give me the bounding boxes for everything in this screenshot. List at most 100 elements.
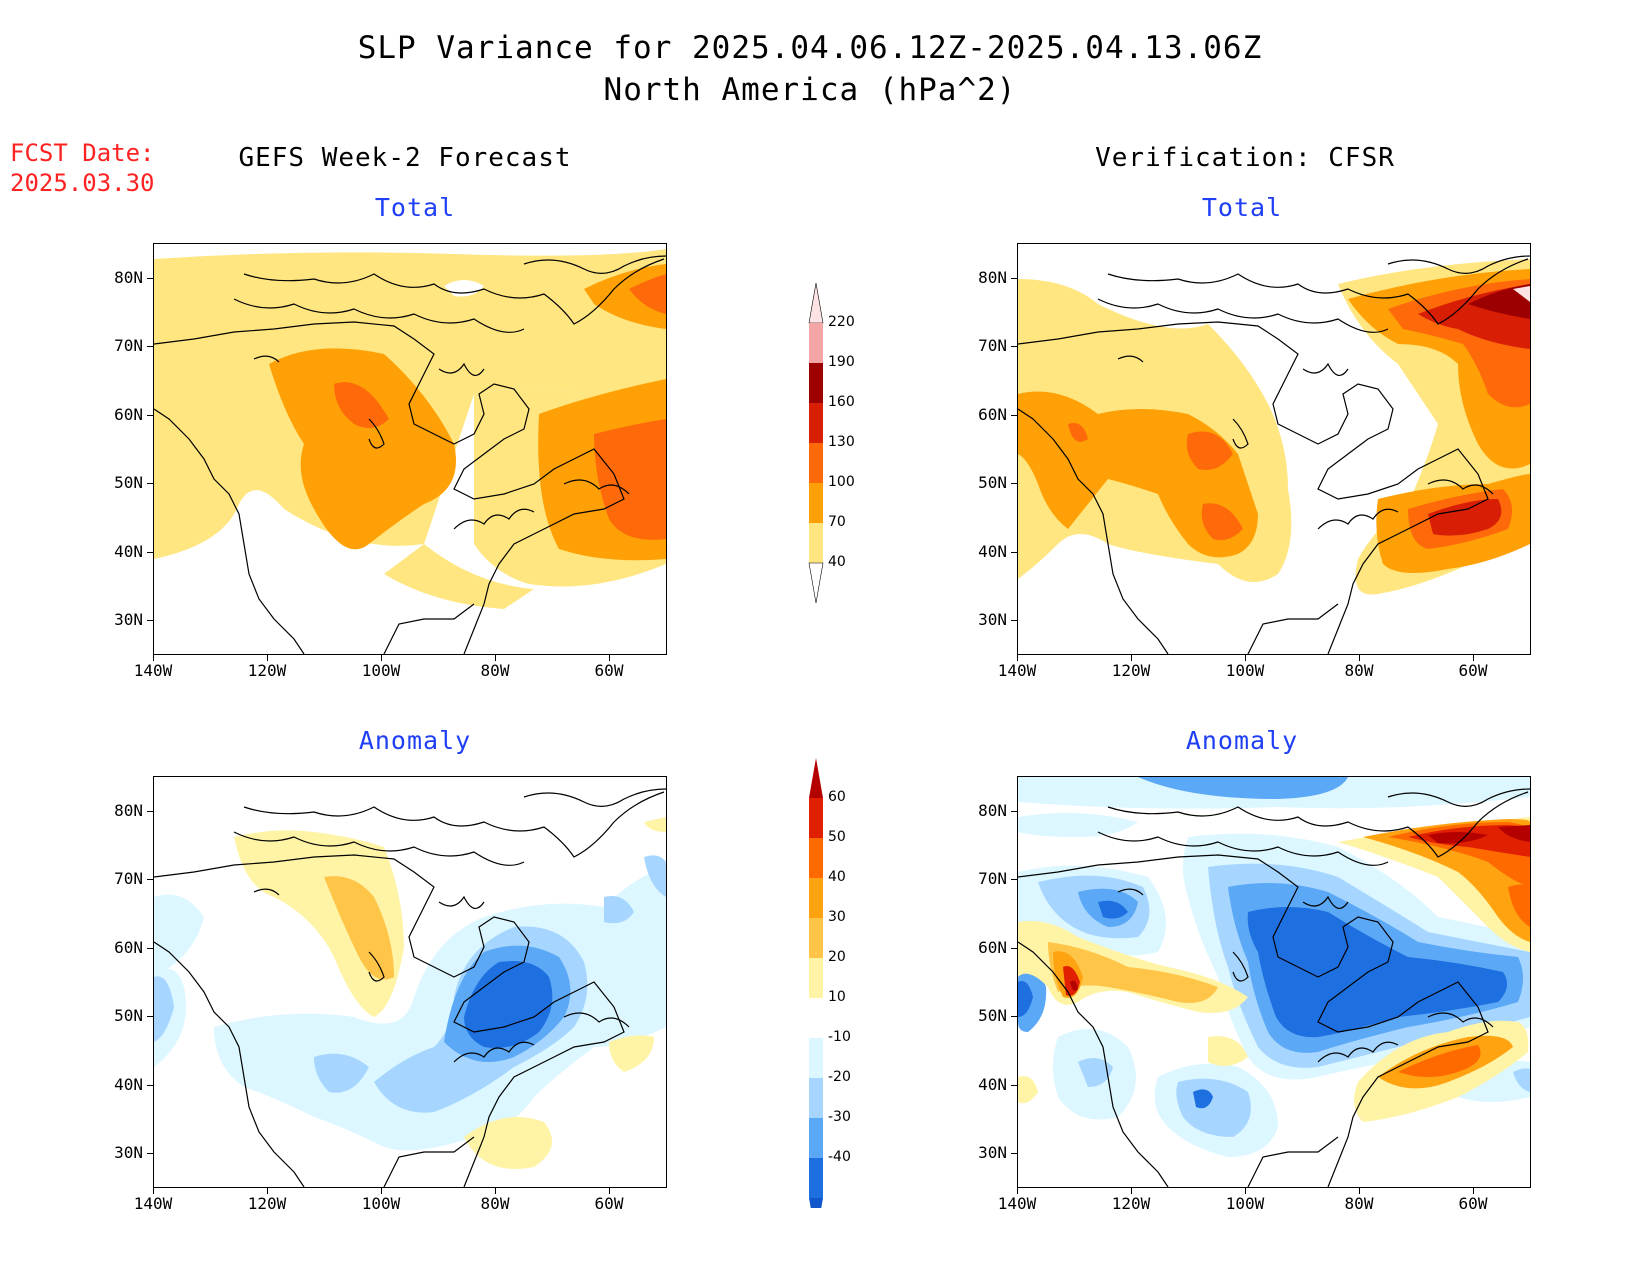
lon-tick <box>1359 1188 1360 1194</box>
colorbar-label: 220 <box>828 314 855 330</box>
colorbar-swatch <box>808 283 824 324</box>
colorbar-swatch <box>809 958 823 998</box>
colorbar-label: -10 <box>828 1029 851 1045</box>
lon-label: 100W <box>1225 661 1265 680</box>
colorbar-label: 30 <box>828 909 846 925</box>
colorbar-label: 190 <box>828 354 855 370</box>
lon-tick <box>1359 655 1360 661</box>
lon-label: 60W <box>594 661 624 680</box>
gefs-total-map <box>153 243 667 655</box>
lon-label: 100W <box>361 661 401 680</box>
total-colorbar-swatches <box>808 283 824 604</box>
colorbar-swatch <box>809 483 823 523</box>
lat-tick <box>147 346 153 347</box>
lon-tick <box>1131 1188 1132 1194</box>
lat-tick <box>1011 1085 1017 1086</box>
lon-tick <box>381 1188 382 1194</box>
lat-tick <box>147 415 153 416</box>
left-column-heading: GEFS Week-2 Forecast <box>238 143 572 173</box>
top-right-panel-title: Total <box>1201 193 1283 222</box>
lon-label: 140W <box>133 1194 173 1213</box>
cfsr-anomaly-map <box>1017 776 1531 1188</box>
colorbar-label: 130 <box>828 434 855 450</box>
colorbar-label: 160 <box>828 394 855 410</box>
lon-label: 80W <box>480 1194 510 1213</box>
fcst-date-value: 2025.03.30 <box>10 169 155 197</box>
lat-tick <box>1011 879 1017 880</box>
lon-label: 80W <box>1344 1194 1374 1213</box>
lat-label: 70N <box>978 336 1007 355</box>
lat-tick <box>1011 346 1017 347</box>
lon-tick <box>153 1188 154 1194</box>
lat-label: 40N <box>114 542 143 561</box>
lon-label: 60W <box>1458 661 1488 680</box>
colorbar-label: -20 <box>828 1069 851 1085</box>
lat-label: 30N <box>114 1143 143 1162</box>
colorbar-swatch <box>809 443 823 483</box>
colorbar-swatch <box>809 1158 823 1198</box>
lat-label: 40N <box>978 542 1007 561</box>
lon-tick <box>267 1188 268 1194</box>
lon-tick <box>1473 655 1474 661</box>
lon-tick <box>1017 1188 1018 1194</box>
colorbar-swatch <box>809 838 823 878</box>
lat-tick <box>147 620 153 621</box>
gefs-anomaly-field <box>154 788 666 1187</box>
colorbar-swatch <box>809 998 823 1038</box>
lon-label: 140W <box>133 661 173 680</box>
lat-label: 80N <box>978 268 1007 287</box>
lon-tick <box>267 655 268 661</box>
lat-tick <box>147 552 153 553</box>
anomaly-colorbar: 60 50 40 30 20 10 -10 -20 -30 -40 <box>806 758 866 1208</box>
colorbar-swatch <box>809 918 823 958</box>
colorbar-label: 40 <box>828 554 846 570</box>
lat-tick <box>1011 620 1017 621</box>
colorbar-label: 10 <box>828 989 846 1005</box>
cfsr-total-map <box>1017 243 1531 655</box>
colorbar-swatch <box>809 323 823 363</box>
lat-label: 80N <box>114 268 143 287</box>
lat-tick <box>147 1085 153 1086</box>
lon-tick <box>495 655 496 661</box>
lon-tick <box>1473 1188 1474 1194</box>
right-column-heading: Verification: CFSR <box>1095 143 1395 173</box>
colorbar-swatch <box>809 1198 823 1208</box>
colorbar-label: 70 <box>828 514 846 530</box>
colorbar-label: 60 <box>828 789 846 805</box>
lat-tick <box>1011 948 1017 949</box>
lat-tick <box>1011 811 1017 812</box>
lat-tick <box>147 879 153 880</box>
lat-label: 40N <box>114 1075 143 1094</box>
lat-label: 50N <box>114 473 143 492</box>
colorbar-swatch <box>809 798 823 838</box>
lon-tick <box>609 655 610 661</box>
lat-tick <box>147 948 153 949</box>
total-colorbar: 220 190 160 130 100 70 40 <box>806 283 866 613</box>
lon-tick <box>1131 655 1132 661</box>
lat-tick <box>1011 1016 1017 1017</box>
lat-label: 60N <box>114 938 143 957</box>
lat-label: 50N <box>114 1006 143 1025</box>
figure-title-line1: SLP Variance for 2025.04.06.12Z-2025.04.… <box>357 30 1263 66</box>
gefs-anomaly-map <box>153 776 667 1188</box>
lat-label: 80N <box>978 801 1007 820</box>
colorbar-swatch <box>809 523 823 563</box>
colorbar-label: -40 <box>828 1149 851 1165</box>
lon-label: 120W <box>247 661 287 680</box>
lat-tick <box>147 1016 153 1017</box>
lat-label: 50N <box>978 1006 1007 1025</box>
colorbar-swatch <box>809 1038 823 1078</box>
lon-label: 120W <box>1111 1194 1151 1213</box>
colorbar-label: 100 <box>828 474 855 490</box>
lat-tick <box>147 483 153 484</box>
top-left-panel-title: Total <box>374 193 456 222</box>
cfsr-total-field <box>1018 255 1530 654</box>
colorbar-label: 50 <box>828 829 846 845</box>
lat-tick <box>1011 1153 1017 1154</box>
fcst-date-label: FCST Date: <box>10 139 155 167</box>
colorbar-label: -30 <box>828 1109 851 1125</box>
lat-label: 60N <box>978 405 1007 424</box>
lon-tick <box>153 655 154 661</box>
figure-title-line2: North America (hPa^2) <box>603 72 1017 108</box>
cfsr-anomaly-field <box>1018 777 1530 1187</box>
